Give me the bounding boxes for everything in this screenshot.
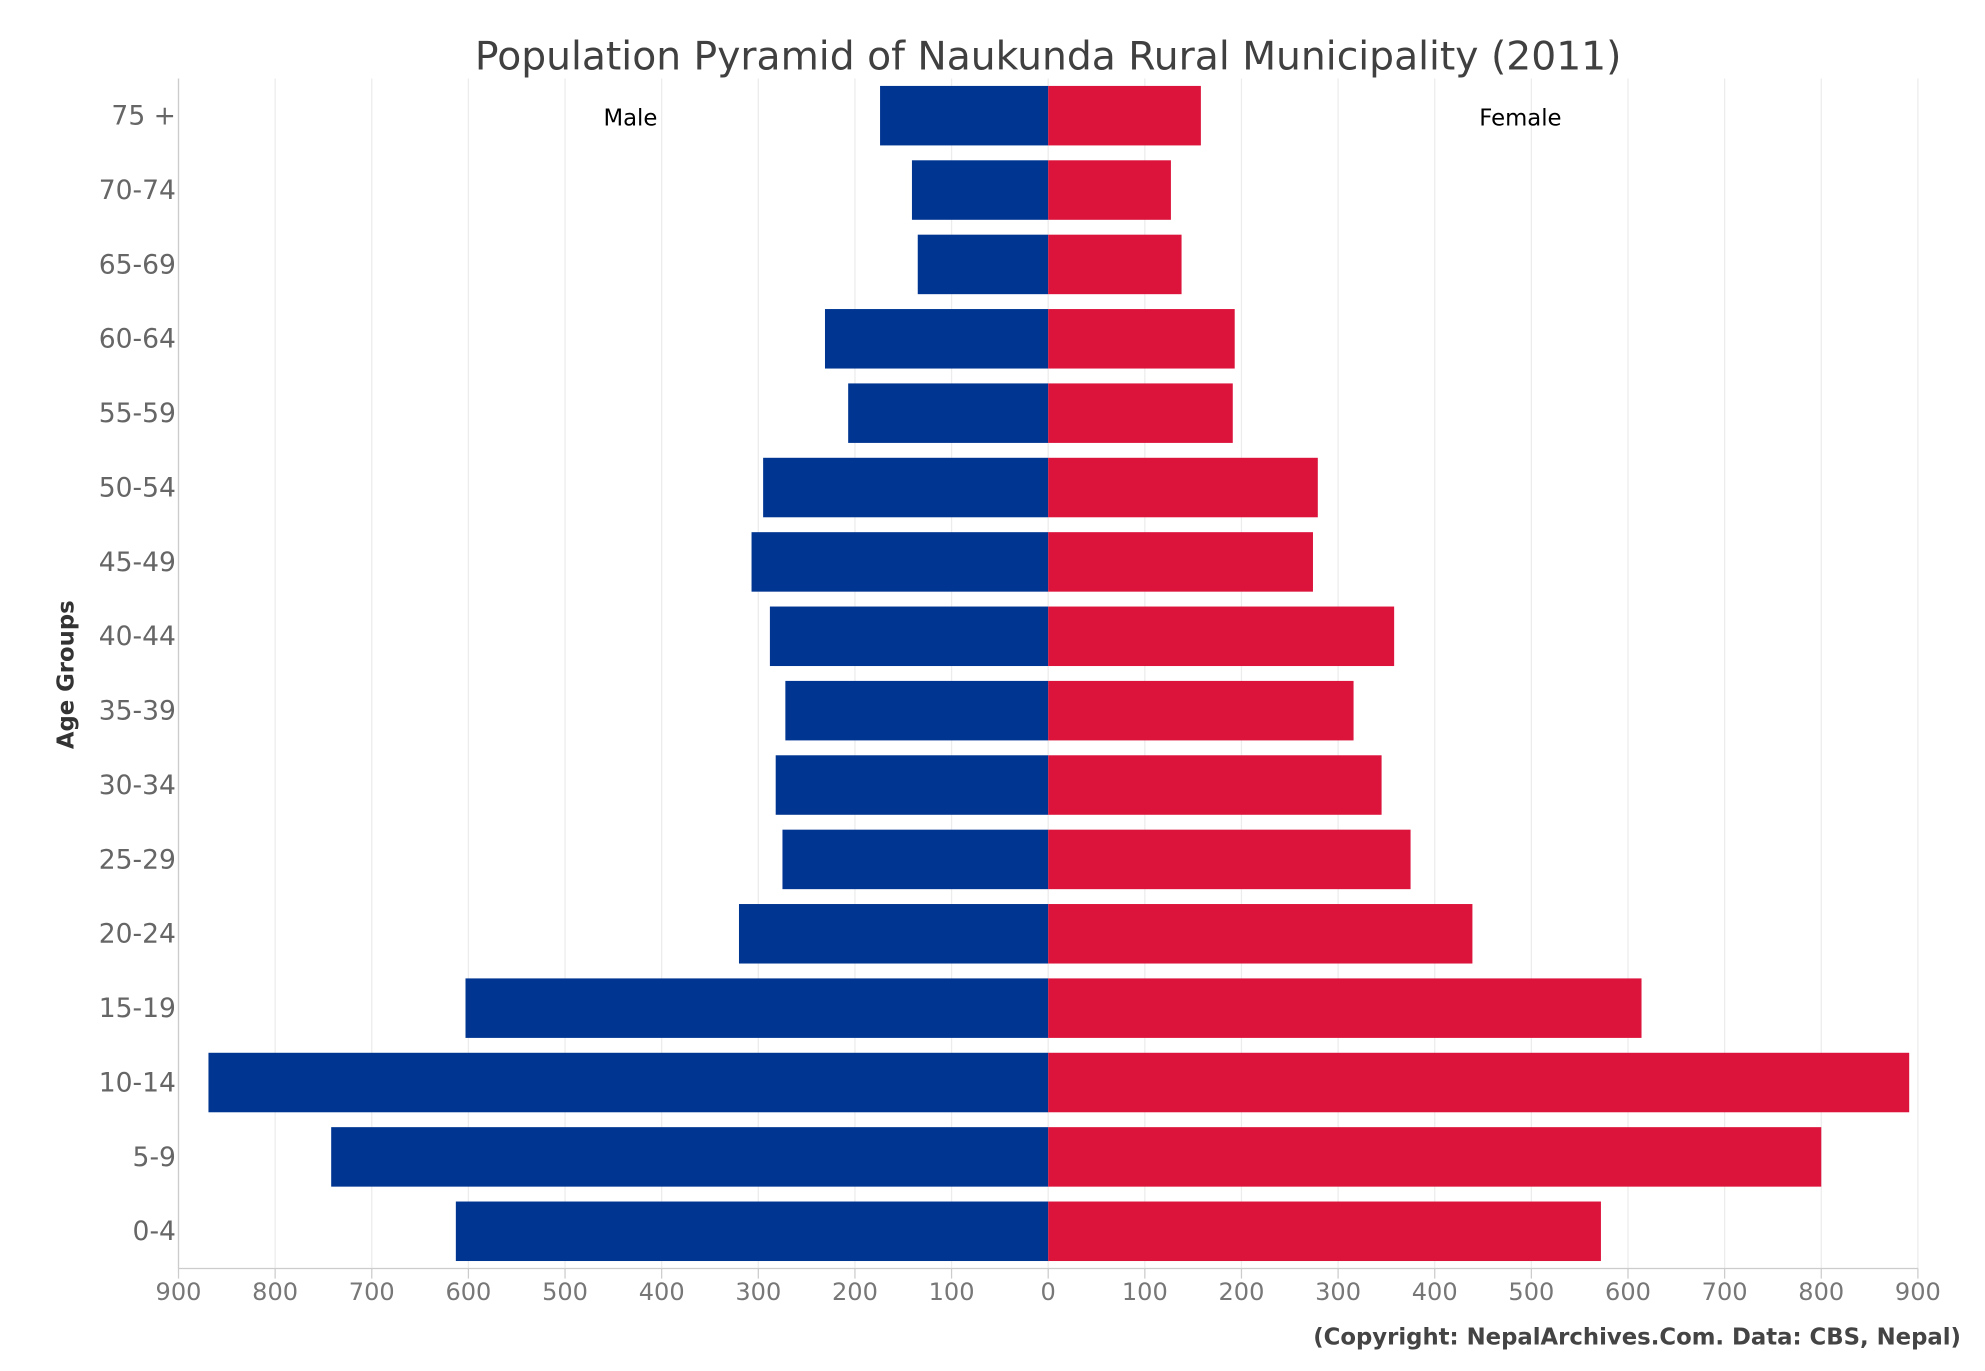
x-tick-label: 900 [156, 1278, 202, 1306]
y-tick-label: 75 + [111, 101, 176, 132]
y-tick-label: 5-9 [133, 1142, 176, 1173]
x-tick-label: 100 [929, 1278, 975, 1306]
y-tick-label: 40-44 [99, 621, 176, 652]
female-bar [1048, 680, 1354, 741]
male-bar [738, 904, 1049, 964]
female-bar [1048, 829, 1411, 890]
y-tick-label: 25-29 [99, 844, 176, 875]
x-tick-label: 700 [349, 1278, 395, 1306]
female-bar [1048, 309, 1235, 369]
female-bar [1048, 457, 1318, 518]
x-tick-label: 0 [1041, 1278, 1056, 1306]
female-bar [1048, 383, 1233, 443]
y-tick-label: 30-34 [99, 770, 176, 801]
x-tick-label: 400 [639, 1278, 685, 1306]
x-tick-label: 700 [1702, 1278, 1748, 1306]
male-bar [331, 1127, 1049, 1187]
female-bar [1048, 160, 1171, 220]
female-bar [1048, 1127, 1822, 1187]
x-tick-label: 500 [542, 1278, 588, 1306]
female-bar [1048, 234, 1182, 295]
x-tick-label: 600 [1605, 1278, 1651, 1306]
x-tick-label: 600 [445, 1278, 491, 1306]
x-tick-label: 200 [1219, 1278, 1265, 1306]
x-tick-label: 300 [735, 1278, 781, 1306]
male-bar [769, 606, 1049, 667]
female-bar [1048, 978, 1642, 1038]
male-bar [455, 1201, 1049, 1262]
male-bar [785, 680, 1049, 741]
x-tick-label: 800 [1798, 1278, 1844, 1306]
copyright-footer: (Copyright: NepalArchives.Com. Data: CBS… [1313, 1324, 1961, 1350]
male-bar [208, 1052, 1049, 1113]
x-tick-label: 400 [1412, 1278, 1458, 1306]
female-bar [1048, 755, 1382, 815]
x-tick-label: 200 [832, 1278, 878, 1306]
y-tick-label: 60-64 [99, 324, 176, 355]
male-bar [911, 160, 1049, 220]
y-tick-labels: 75 + 70-74 65-69 60-64 55-59 50-54 45-49 40-44 3… [99, 101, 176, 1248]
x-tick-label: 500 [1508, 1278, 1554, 1306]
y-tick-label: 55-59 [99, 398, 176, 429]
x-tick-labels: 900 800 700 600 500 400 300 200 100 0 100 200 300 400… [156, 1278, 1941, 1306]
y-tick-label: 45-49 [99, 547, 176, 578]
x-tick-label: 100 [1122, 1278, 1168, 1306]
chart-title: Population Pyramid of Naukunda Rural Mun… [475, 35, 1622, 80]
x-tick-label: 300 [1315, 1278, 1361, 1306]
female-bar [1048, 1201, 1601, 1262]
male-bar [824, 309, 1049, 369]
female-bar [1048, 532, 1313, 592]
y-tick-label: 20-24 [99, 919, 176, 950]
y-tick-label: 15-19 [99, 993, 176, 1024]
y-tick-label: 65-69 [99, 249, 176, 280]
female-bar [1048, 606, 1395, 667]
male-bar [763, 457, 1049, 518]
female-bar [1048, 85, 1201, 146]
male-series-label: Male [603, 105, 657, 131]
male-bar [917, 234, 1049, 295]
female-bar [1048, 904, 1473, 964]
x-tick-label: 800 [252, 1278, 298, 1306]
male-bar [880, 85, 1049, 146]
y-axis-title: Age Groups [53, 600, 79, 749]
male-bar [782, 829, 1049, 890]
y-tick-label: 35-39 [99, 696, 176, 727]
male-bar [751, 532, 1049, 592]
y-tick-label: 0-4 [133, 1216, 176, 1247]
y-tick-label: 10-14 [99, 1067, 176, 1098]
bars [208, 85, 1910, 1262]
male-bar [465, 978, 1049, 1038]
female-series-label: Female [1479, 105, 1561, 131]
female-bar [1048, 1052, 1910, 1113]
male-bar [848, 383, 1049, 443]
y-tick-label: 50-54 [99, 472, 176, 503]
male-bar [775, 755, 1049, 815]
y-tick-label: 70-74 [99, 175, 176, 206]
x-tick-label: 900 [1895, 1278, 1941, 1306]
